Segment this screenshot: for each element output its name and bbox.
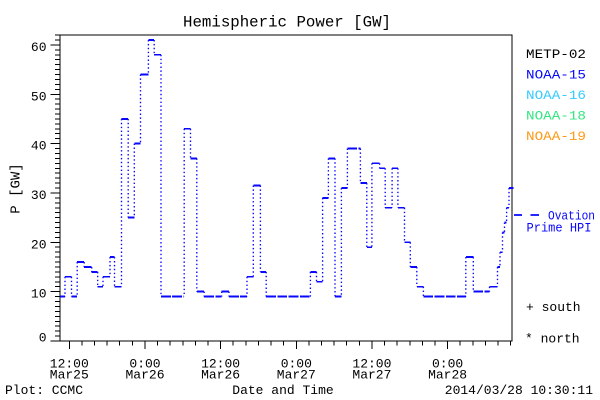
svg-text:12:00: 12:00 [50, 356, 89, 371]
svg-text:12:00: 12:00 [201, 356, 240, 371]
svg-text:Date and Time: Date and Time [232, 383, 333, 398]
svg-text:+ south: + south [526, 300, 581, 315]
svg-text:2014/03/28 10:30:11: 2014/03/28 10:30:11 [445, 383, 593, 398]
svg-text:0: 0 [39, 331, 47, 346]
svg-text:NOAA-15: NOAA-15 [526, 68, 586, 83]
svg-text:0:00: 0:00 [281, 356, 312, 371]
svg-text:NOAA-16: NOAA-16 [526, 88, 586, 103]
svg-text:METP-02: METP-02 [526, 47, 586, 62]
svg-text:30: 30 [31, 188, 47, 203]
svg-text:Mar26: Mar26 [201, 368, 240, 383]
svg-text:50: 50 [31, 89, 47, 104]
svg-text:10: 10 [31, 287, 47, 302]
svg-text:60: 60 [31, 40, 47, 55]
svg-text:40: 40 [31, 139, 47, 154]
svg-text:P [GW]: P [GW] [9, 163, 25, 213]
svg-text:Mar25: Mar25 [50, 368, 89, 383]
svg-text:Hemispheric Power [GW]: Hemispheric Power [GW] [183, 14, 391, 32]
svg-text:12:00: 12:00 [352, 356, 391, 371]
svg-text:* north: * north [525, 332, 580, 347]
svg-text:NOAA-18: NOAA-18 [526, 109, 586, 124]
svg-text:Mar27: Mar27 [352, 368, 391, 383]
svg-text:Mar28: Mar28 [428, 368, 467, 383]
svg-text:Prime HPI: Prime HPI [527, 221, 592, 236]
svg-text:20: 20 [31, 237, 47, 252]
svg-text:Ovation: Ovation [548, 209, 595, 224]
svg-text:NOAA-19: NOAA-19 [526, 129, 586, 144]
svg-text:Mar26: Mar26 [125, 368, 164, 383]
svg-text:Mar27: Mar27 [277, 368, 316, 383]
svg-text:0:00: 0:00 [432, 356, 463, 371]
svg-text:Plot: CCMC: Plot: CCMC [5, 383, 83, 398]
svg-text:0:00: 0:00 [129, 356, 160, 371]
